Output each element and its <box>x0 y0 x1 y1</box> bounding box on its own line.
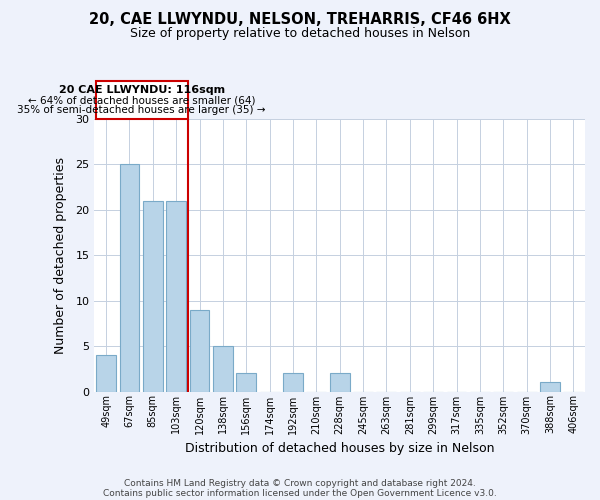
Text: Size of property relative to detached houses in Nelson: Size of property relative to detached ho… <box>130 28 470 40</box>
Bar <box>190 310 209 392</box>
Text: Contains HM Land Registry data © Crown copyright and database right 2024.: Contains HM Land Registry data © Crown c… <box>124 478 476 488</box>
Bar <box>236 374 256 392</box>
Bar <box>166 200 186 392</box>
Bar <box>96 355 116 392</box>
Bar <box>213 346 233 392</box>
Text: 20, CAE LLWYNDU, NELSON, TREHARRIS, CF46 6HX: 20, CAE LLWYNDU, NELSON, TREHARRIS, CF46… <box>89 12 511 28</box>
Bar <box>283 374 303 392</box>
Text: 35% of semi-detached houses are larger (35) →: 35% of semi-detached houses are larger (… <box>17 106 266 116</box>
Bar <box>330 374 350 392</box>
Bar <box>143 200 163 392</box>
Text: Contains public sector information licensed under the Open Government Licence v3: Contains public sector information licen… <box>103 488 497 498</box>
Bar <box>95 80 188 119</box>
Text: 20 CAE LLWYNDU: 116sqm: 20 CAE LLWYNDU: 116sqm <box>59 86 225 96</box>
Bar <box>540 382 560 392</box>
Bar <box>119 164 139 392</box>
Y-axis label: Number of detached properties: Number of detached properties <box>54 156 67 354</box>
Text: ← 64% of detached houses are smaller (64): ← 64% of detached houses are smaller (64… <box>28 96 256 106</box>
X-axis label: Distribution of detached houses by size in Nelson: Distribution of detached houses by size … <box>185 442 494 455</box>
